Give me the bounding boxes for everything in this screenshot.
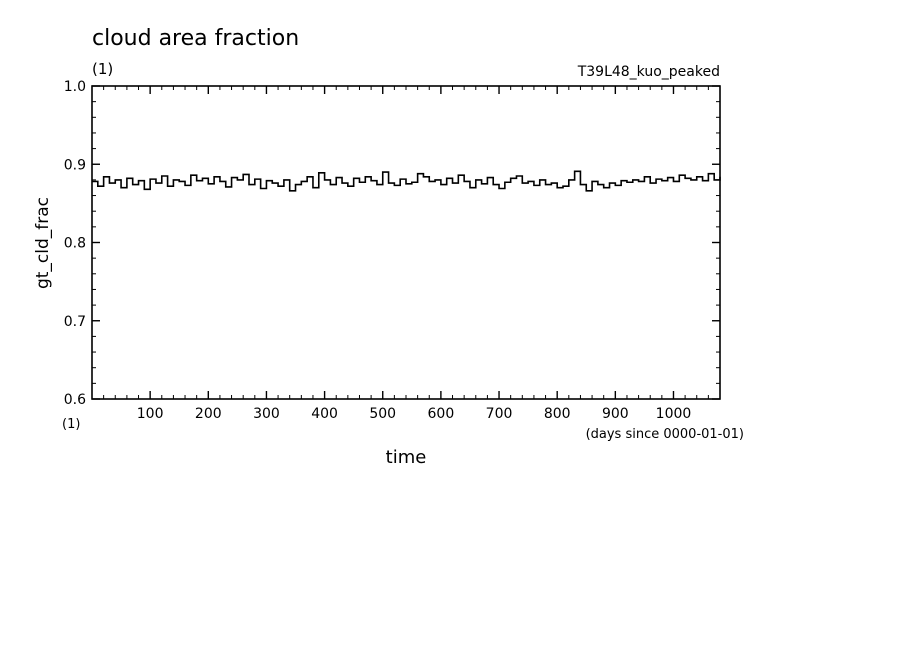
y-tick-label: 0.6 <box>64 392 86 408</box>
x-tick-label: 200 <box>195 406 222 422</box>
y-tick-label: 1.0 <box>64 79 86 95</box>
x-tick-label: 800 <box>544 406 571 422</box>
y-axis-units: (1) <box>62 417 80 432</box>
chart-title: cloud area fraction <box>92 26 299 51</box>
y-axis-label: gt_cld_frac <box>33 197 53 289</box>
x-axis-units: (days since 0000-01-01) <box>586 427 744 442</box>
x-tick-label: 600 <box>428 406 455 422</box>
x-tick-label: 700 <box>486 406 513 422</box>
title-units: (1) <box>92 60 113 78</box>
x-tick-label: 1000 <box>656 406 692 422</box>
x-tick-label: 100 <box>137 406 164 422</box>
y-tick-label: 0.7 <box>64 314 86 330</box>
y-axis-ticks: 0.6 0.7 0.8 0.9 1.0 <box>64 79 720 408</box>
plot-frame <box>91 85 721 400</box>
x-tick-label: 400 <box>311 406 338 422</box>
x-axis-label: time <box>386 447 427 468</box>
run-label: T39L48_kuo_peaked <box>577 64 720 80</box>
x-tick-label: 300 <box>253 406 280 422</box>
minor-ticks <box>92 86 720 399</box>
x-axis-ticks: 100 200 300 400 500 600 700 800 900 1000 <box>137 86 692 422</box>
x-tick-label: 900 <box>602 406 629 422</box>
series-line <box>92 170 721 192</box>
y-tick-label: 0.9 <box>64 157 86 173</box>
y-tick-label: 0.8 <box>64 236 86 252</box>
x-tick-label: 500 <box>369 406 396 422</box>
